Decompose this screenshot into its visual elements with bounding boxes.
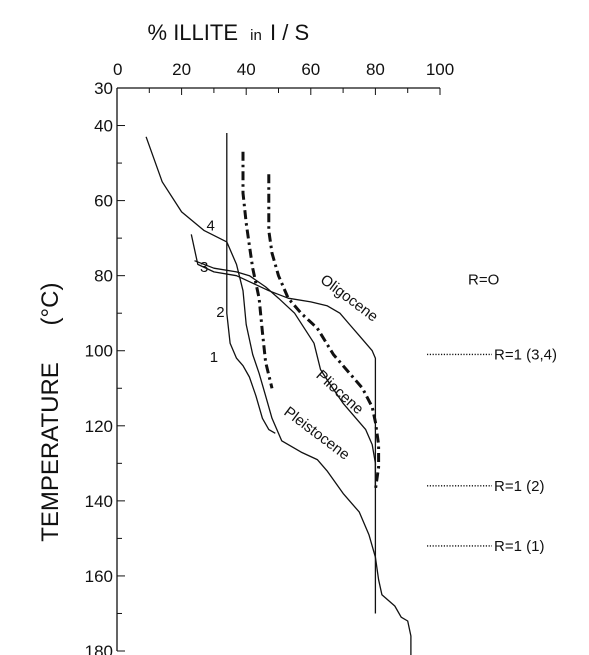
y-axis-title-main: TEMPERATURE [37, 362, 64, 542]
x-tick-label: 60 [301, 60, 320, 79]
plot-marks [145, 133, 412, 655]
curve-number-label: 2 [216, 304, 224, 321]
series-line-oligocene [190, 234, 377, 614]
r-label: R=1 (1) [494, 538, 544, 555]
x-tick-label: 80 [366, 60, 385, 79]
x-tick-label: 0 [113, 60, 122, 79]
y-tick-label: 80 [94, 267, 113, 286]
chart-title: % ILLITE in I / S [148, 20, 310, 45]
x-tick-label: 20 [172, 60, 191, 79]
y-axis-title-unit: (°C) [37, 283, 64, 326]
series-line-dash-dot-1 [241, 151, 274, 389]
y-tick-label: 120 [85, 417, 113, 436]
curve-number-label: 1 [210, 349, 218, 366]
series-line-1 [226, 133, 276, 434]
r-label: R=1 (2) [494, 478, 544, 495]
y-tick-label: 100 [85, 342, 113, 361]
series-line-dash-dot-2 [267, 174, 381, 490]
y-axis-title: TEMPERATURE (°C) [37, 283, 64, 542]
curve-number-label: 3 [200, 259, 208, 276]
x-tick-label: 100 [426, 60, 454, 79]
series-line-pliocene [194, 260, 377, 486]
x-tick-label: 40 [237, 60, 256, 79]
y-tick-label: 60 [94, 192, 113, 211]
y-tick-label: 30 [94, 79, 113, 98]
y-tick-label: 180 [85, 642, 113, 655]
y-tick-label: 160 [85, 567, 113, 586]
title-main: % ILLITE [148, 20, 238, 45]
title-ratio: I / S [270, 20, 309, 45]
axes: 20 40 60 80 100 030 40 60 80 100 120 140 160 180 [85, 60, 455, 655]
title-in: in [250, 27, 262, 44]
era-label: Oligocene [317, 271, 381, 325]
curve-number-label: 4 [206, 218, 214, 235]
r-label: R=1 (3,4) [494, 346, 557, 363]
y-tick-label: 140 [85, 492, 113, 511]
era-label: Pliocene [313, 367, 367, 418]
series-line-pleistocene [145, 136, 412, 655]
r-label: R=O [468, 271, 499, 288]
era-label: Pleistocene [281, 403, 353, 463]
y-tick-label: 40 [94, 117, 113, 136]
